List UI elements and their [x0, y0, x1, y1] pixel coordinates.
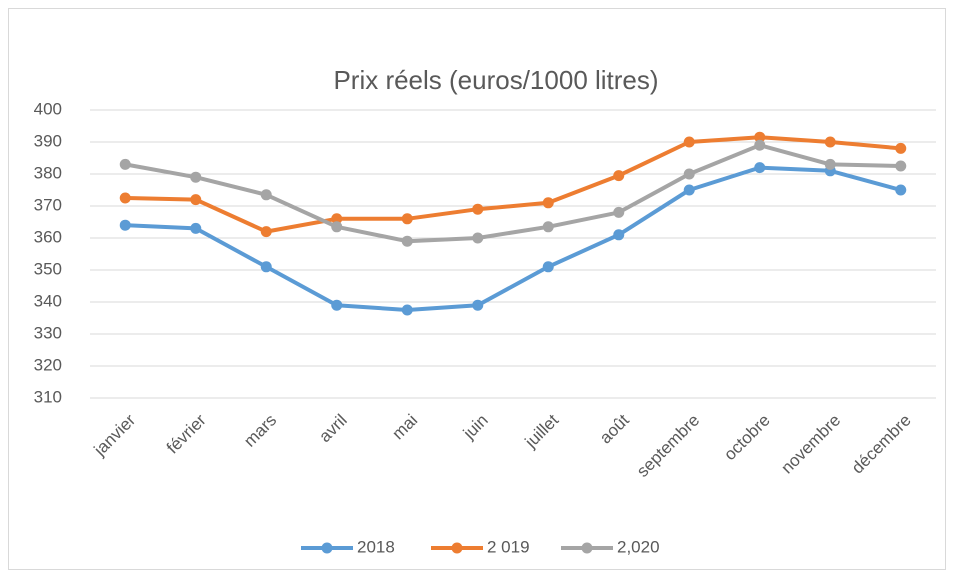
legend-marker: [321, 542, 333, 554]
point: [613, 229, 625, 241]
y-tick-label: 400: [34, 99, 62, 118]
series-line: [124, 143, 901, 244]
y-tick-label: 330: [34, 323, 62, 342]
chart-title: Prix réels (euros/1000 litres): [333, 65, 658, 95]
point: [542, 221, 554, 233]
point: [260, 226, 272, 238]
legend-label: 2 019: [487, 537, 530, 556]
point: [895, 184, 907, 196]
point: [895, 160, 907, 172]
point: [472, 299, 484, 311]
point: [331, 299, 343, 311]
point: [754, 131, 766, 143]
series-line: [125, 165, 902, 312]
series-line: [125, 135, 901, 234]
point: [190, 171, 202, 183]
point: [613, 170, 625, 182]
point: [542, 197, 554, 209]
y-tick-label: 370: [34, 195, 62, 214]
point: [401, 304, 413, 316]
point: [119, 219, 131, 231]
y-tick-label: 320: [34, 355, 62, 374]
legend-marker: [581, 542, 593, 554]
point: [401, 235, 413, 247]
point: [754, 139, 766, 151]
point: [119, 158, 131, 170]
point: [190, 222, 202, 234]
point: [260, 189, 272, 201]
point: [613, 206, 625, 218]
point: [472, 203, 484, 215]
point: [190, 194, 202, 206]
point: [895, 142, 907, 154]
point: [119, 192, 131, 204]
point: [683, 136, 695, 148]
point: [331, 213, 343, 225]
point: [401, 213, 413, 225]
point: [472, 232, 484, 244]
legend-label: 2,020: [617, 537, 660, 556]
chart-frame: [8, 8, 946, 570]
legend-marker: [451, 542, 463, 554]
y-tick-label: 340: [34, 291, 62, 310]
y-tick-label: 390: [34, 131, 62, 150]
point: [683, 168, 695, 180]
y-tick-label: 310: [34, 387, 62, 406]
y-tick-label: 360: [34, 227, 62, 246]
point: [542, 261, 554, 273]
point: [824, 158, 836, 170]
point: [260, 261, 272, 273]
point: [683, 184, 695, 196]
point: [824, 136, 836, 148]
point: [331, 221, 343, 233]
legend-label: 2018: [357, 537, 395, 556]
y-tick-label: 350: [34, 259, 62, 278]
y-tick-label: 380: [34, 163, 62, 182]
point: [754, 162, 766, 174]
